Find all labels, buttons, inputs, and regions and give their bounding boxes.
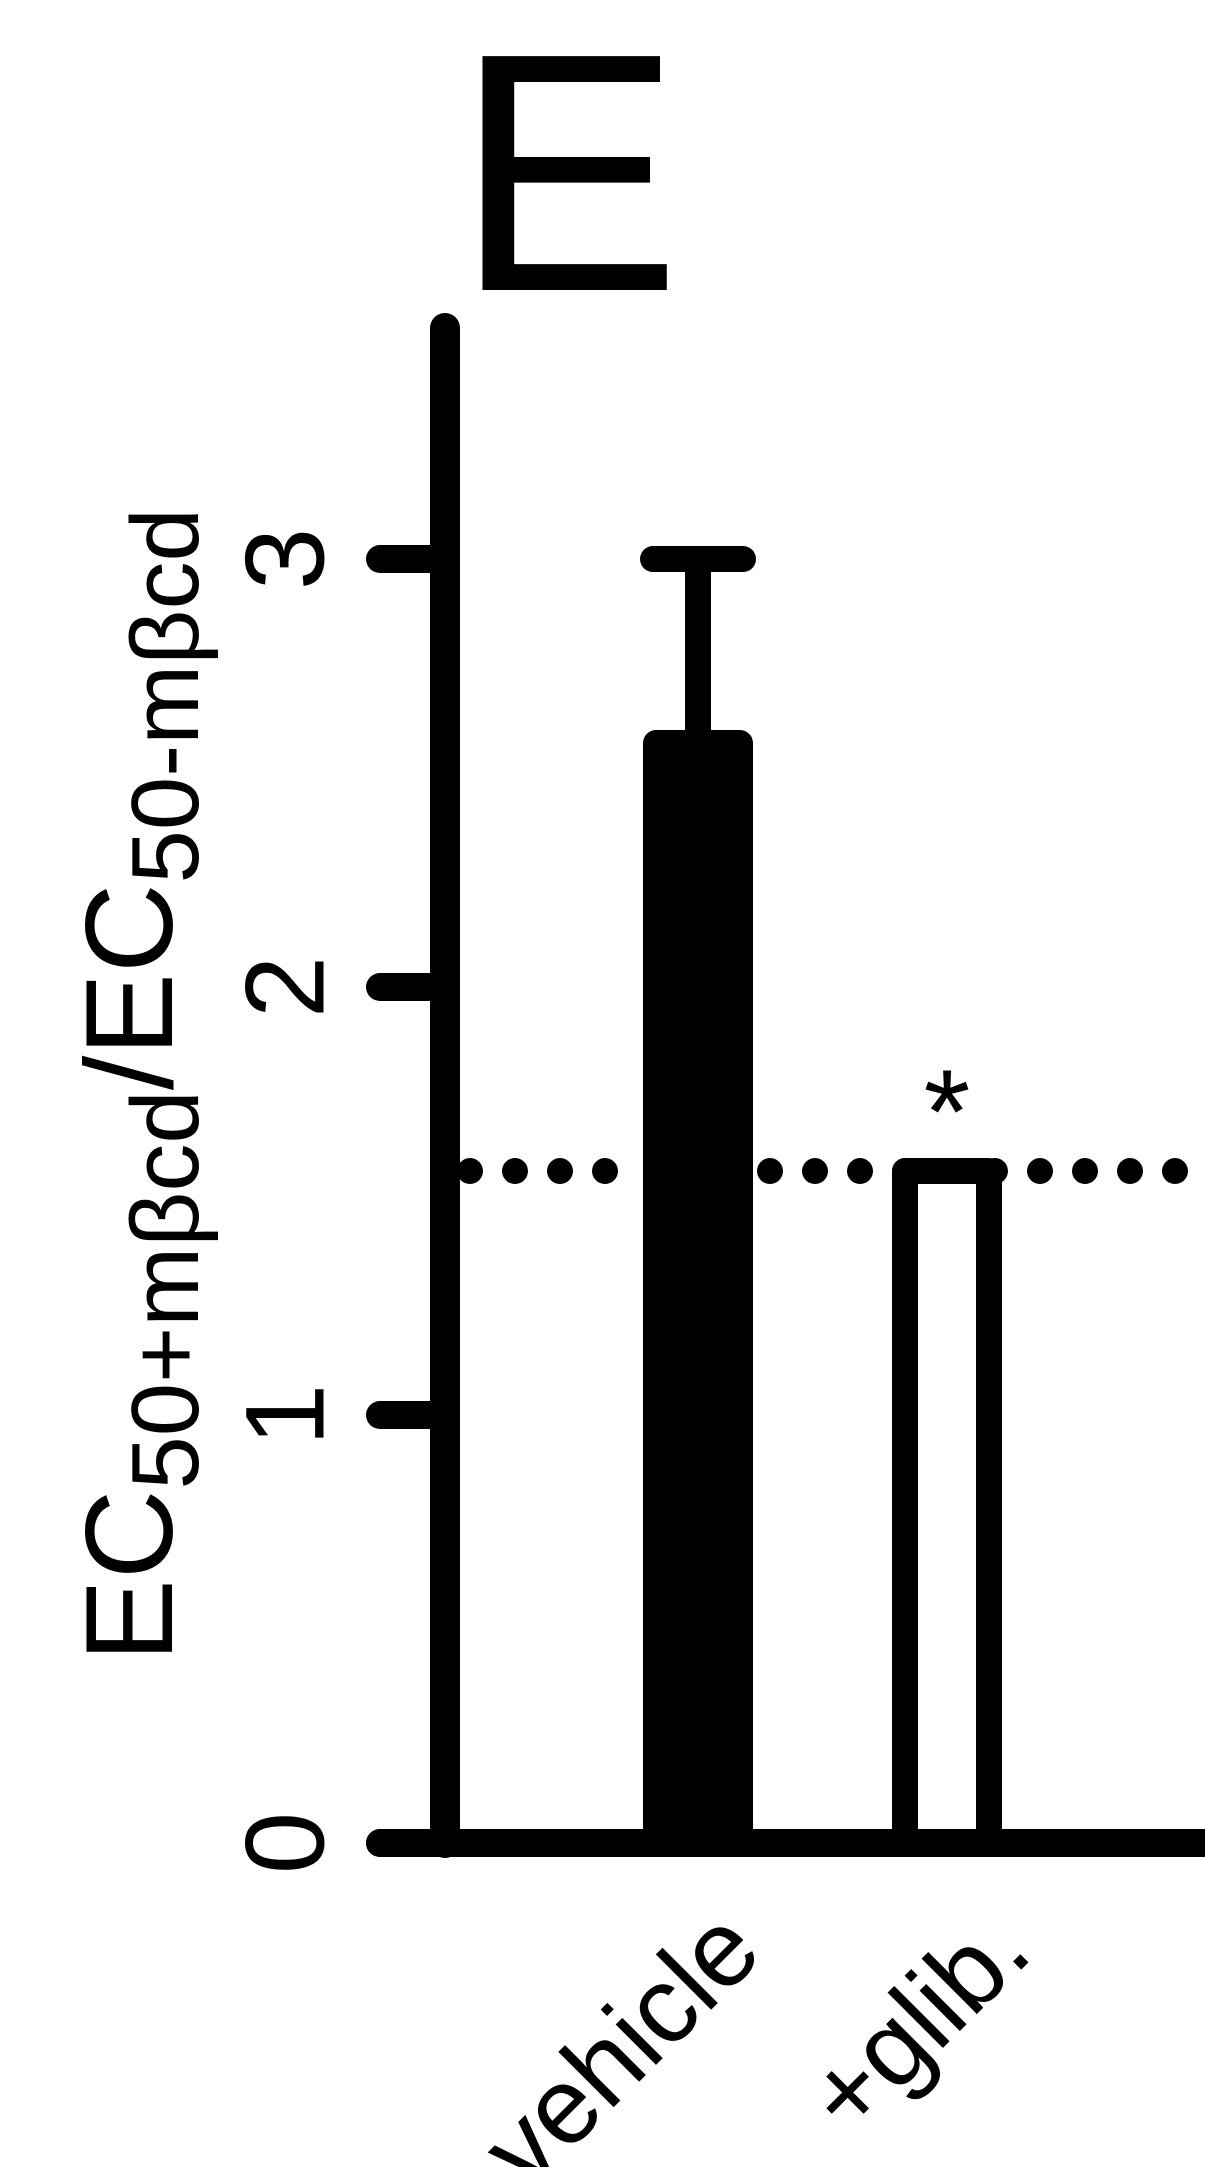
y-tick-label-3: 3 bbox=[223, 528, 348, 590]
bars: * bbox=[640, 546, 1002, 1857]
y-axis-title: EC50+mβcd/EC50-mβcd bbox=[61, 508, 219, 1662]
y-axis-title-subscript-2: 50-mβcd bbox=[112, 508, 219, 883]
panel-label: E bbox=[455, 0, 682, 363]
significance-marker-+glib.: * bbox=[924, 1045, 971, 1179]
y-tick-label-1: 1 bbox=[223, 1384, 348, 1446]
bar-vehicle bbox=[643, 730, 753, 1856]
y-axis-title-subscript-1: 50+mβcd bbox=[112, 1090, 219, 1489]
y-ticks: 0 1 2 3 bbox=[223, 528, 459, 1874]
x-tick-labels: vehicle +glib. bbox=[458, 1886, 1051, 2167]
y-axis-title-prefix: EC bbox=[61, 1490, 199, 1662]
x-tick-label-+glib.: +glib. bbox=[781, 1886, 1051, 2156]
y-tick-label-0: 0 bbox=[223, 1812, 348, 1874]
x-tick-label-vehicle: vehicle bbox=[458, 1886, 781, 2167]
y-axis-title-middle: /EC bbox=[61, 883, 199, 1090]
y-tick-label-2: 2 bbox=[223, 956, 348, 1018]
bar-+glib. bbox=[892, 1158, 1002, 1857]
